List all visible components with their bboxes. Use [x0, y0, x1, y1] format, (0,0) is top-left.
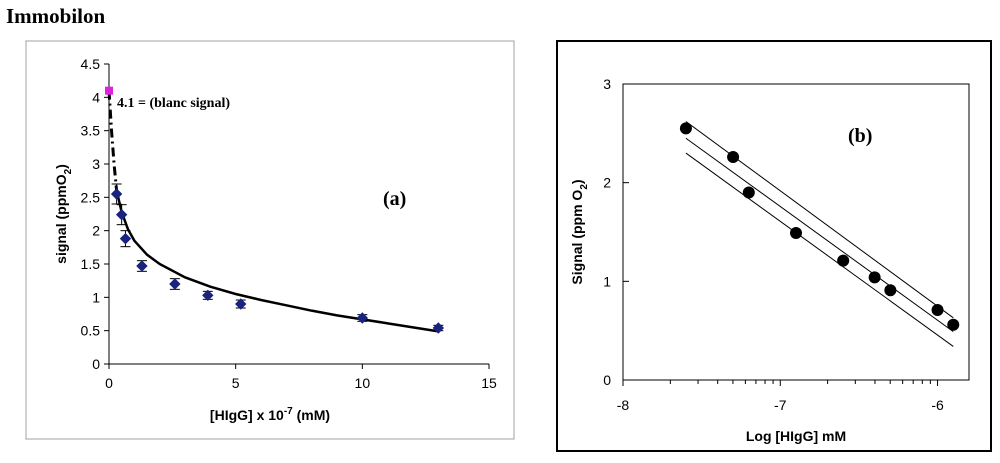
- chart-a-data-point: [115, 208, 128, 221]
- chart-b-x-axis-label: Log [HIgG] mM: [746, 428, 846, 444]
- chart-a-x-tick-label: 10: [355, 375, 371, 391]
- chart-b-data-point: [947, 318, 960, 331]
- chart-a-data-point: [356, 312, 369, 324]
- chart-a-y-tick-label: 4: [92, 89, 100, 105]
- chart-a-panel-label: (a): [383, 188, 406, 210]
- chart-b-y-tick-label: 0: [603, 372, 611, 388]
- chart-b-data-point: [742, 186, 755, 199]
- chart-a-y-tick-label: 4.5: [81, 56, 101, 72]
- chart-a: 0 0.5 1 1.5 2 2.5 3 3.5 4 4.5 0 5 10 15 [HIgG] x 10-7 …: [53, 56, 497, 423]
- chart-a-blank-point: [105, 86, 113, 95]
- chart-b-x-tick-label: -8: [617, 397, 630, 413]
- chart-a-y-axis-label: signal (ppmO2): [53, 164, 74, 264]
- chart-a-x-tick-label: 5: [232, 375, 240, 391]
- chart-a-x-tick-label: 15: [481, 375, 497, 391]
- chart-b-y-tick-label: 3: [603, 76, 611, 92]
- chart-b-line-middle: [685, 137, 954, 333]
- chart-a-data-point: [202, 289, 214, 302]
- chart-a-data-point: [235, 298, 247, 310]
- chart-a-y-tick-label: 1.5: [81, 256, 101, 272]
- chart-a-data-point: [110, 188, 123, 200]
- page-title: Immobilon: [6, 4, 106, 28]
- chart-b-data-point: [679, 122, 692, 135]
- chart-a-data-point: [169, 278, 181, 290]
- chart-b-y-tick-label: 1: [603, 273, 611, 289]
- chart-a-y-tick-label: 0.5: [81, 323, 101, 339]
- chart-a-y-tick-label: 3.5: [81, 123, 101, 139]
- chart-a-data-point: [136, 260, 148, 272]
- chart-b-frame: [556, 40, 992, 452]
- chart-a-y-tick-label: 0: [92, 356, 100, 372]
- chart-b-data-point: [868, 271, 881, 284]
- chart-a-y-tick-label: 3: [92, 156, 100, 172]
- chart-b-panel-label: (b): [848, 125, 872, 147]
- chart-b-y-axis-label: Signal (ppm O2): [569, 179, 590, 284]
- chart-a-frame: [25, 40, 515, 440]
- chart-a-fit-curve: [115, 190, 439, 333]
- chart-b-data-point: [931, 303, 944, 316]
- chart-a-y-tick-label: 2: [92, 223, 100, 239]
- chart-b-plot-area: [622, 83, 970, 381]
- chart-b-x-tick-label: -7: [774, 397, 787, 413]
- chart-b: 0 1 2 3 -8 -7 -6 Log [HIgG] mM Signal (ppm O2) (b…: [569, 76, 970, 444]
- chart-a-x-tick-label: 0: [105, 375, 113, 391]
- chart-a-x-axis-label: [HIgG] x 10-7 (mM): [210, 406, 330, 423]
- chart-a-data-point: [432, 322, 445, 334]
- chart-b-data-point: [837, 254, 850, 267]
- chart-a-dashed-line: [107, 90, 119, 191]
- chart-b-y-tick-label: 2: [603, 175, 611, 191]
- chart-b-data-point: [727, 151, 740, 164]
- chart-b-data-point: [884, 284, 897, 297]
- chart-a-y-tick-label: 2.5: [81, 189, 101, 205]
- chart-a-annotation: 4.1 = (blanc signal): [117, 96, 230, 111]
- chart-a-data-point: [119, 232, 132, 245]
- chart-b-x-tick-label: -6: [931, 397, 944, 413]
- chart-a-y-tick-label: 1: [92, 289, 100, 305]
- chart-b-line-lower: [685, 152, 954, 347]
- chart-b-data-point: [790, 226, 802, 239]
